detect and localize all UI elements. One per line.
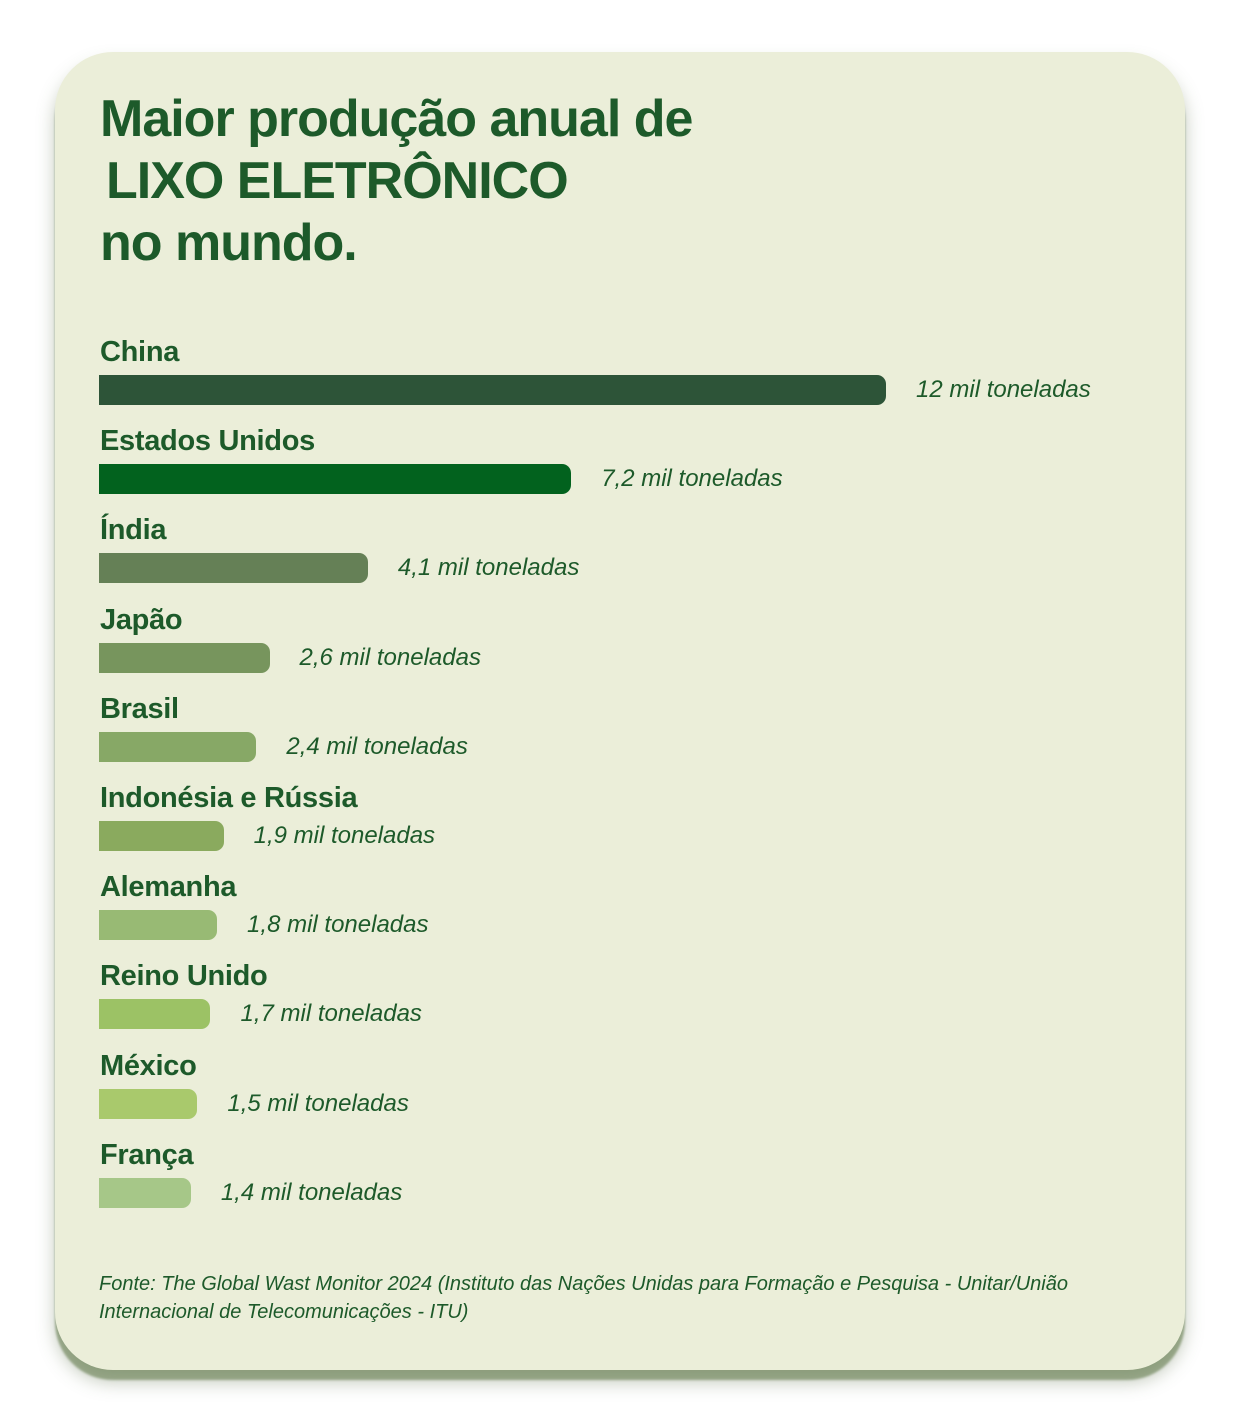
title-highlight-text: LIXO ELETRÔNICO (106, 152, 569, 210)
value-label: 7,2 mil toneladas (601, 465, 783, 493)
title-line-1: Maior produção anual de (100, 90, 693, 148)
bar (99, 821, 224, 851)
bar (99, 642, 270, 673)
value-label: 1,4 mil toneladas (220, 1178, 403, 1206)
category-label: Reino Unido (100, 960, 268, 993)
category-label: Índia (100, 514, 167, 547)
bar (99, 731, 257, 762)
value-label: 2,4 mil toneladas (286, 732, 468, 760)
bar (99, 464, 572, 495)
bar (99, 1177, 191, 1208)
category-label: França (100, 1138, 194, 1171)
category-label: China (100, 336, 180, 368)
value-label: 12 mil toneladas (916, 376, 1091, 403)
bar (99, 999, 211, 1030)
category-label: Alemanha (100, 871, 237, 904)
value-label: 4,1 mil toneladas (397, 554, 580, 582)
title-highlight: LIXO ELETRÔNICO (100, 150, 570, 212)
category-label: Brasil (100, 692, 179, 725)
bar (99, 910, 218, 941)
category-label: Indonésia e Rússia (100, 782, 358, 814)
bar (99, 1088, 198, 1119)
category-label: Estados Unidos (100, 425, 315, 458)
infographic-card (55, 52, 1185, 1370)
chart-title: Maior produção anual de LIXO ELETRÔNICO … (100, 88, 693, 274)
source-note: Fonte: The Global Wast Monitor 2024 (Ins… (99, 1273, 1068, 1323)
value-label: 1,8 mil toneladas (247, 911, 429, 939)
category-label: México (100, 1049, 197, 1082)
category-label: Japão (100, 603, 183, 636)
value-label: 1,9 mil toneladas (253, 822, 436, 849)
value-label: 1,5 mil toneladas (227, 1089, 409, 1117)
bar (99, 553, 368, 584)
value-label: 2,6 mil toneladas (299, 643, 481, 671)
bar (99, 375, 886, 405)
value-label: 1,7 mil toneladas (240, 1000, 422, 1028)
title-line-3: no mundo. (100, 214, 358, 272)
